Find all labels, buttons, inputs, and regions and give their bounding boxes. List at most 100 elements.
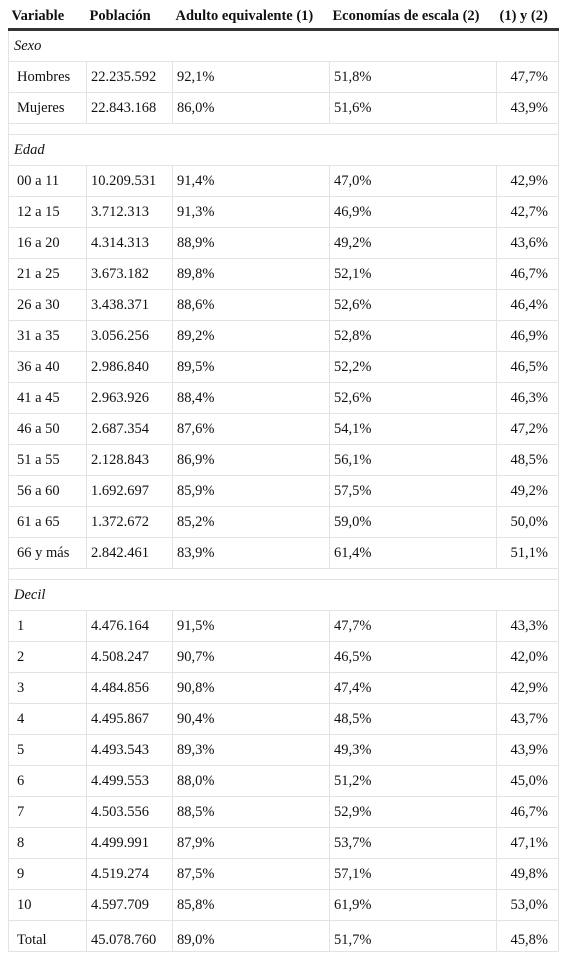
- table-cell: 52,9%: [329, 796, 497, 828]
- data-table: Variable Población Adulto equivalente (1…: [8, 4, 559, 952]
- table-cell: 88,4%: [172, 382, 330, 414]
- table-cell: 42,9%: [496, 672, 559, 704]
- header-poblacion: Población: [86, 4, 173, 31]
- table-cell: 86,0%: [172, 92, 330, 124]
- table-cell: 51,2%: [329, 765, 497, 797]
- table-cell: 53,7%: [329, 827, 497, 859]
- table-cell: 48,5%: [496, 444, 559, 476]
- table-cell: 61 a 65: [8, 506, 87, 538]
- table-cell: 2.128.843: [86, 444, 173, 476]
- table-cell: 85,9%: [172, 475, 330, 507]
- spacer-cell: [8, 123, 559, 135]
- table-cell: 43,9%: [496, 734, 559, 766]
- table-cell: 12 a 15: [8, 196, 87, 228]
- total-cell: Total: [8, 920, 87, 952]
- table-cell: 51,6%: [329, 92, 497, 124]
- table-cell: 88,0%: [172, 765, 330, 797]
- table-cell: 88,9%: [172, 227, 330, 259]
- table-cell: 46,5%: [329, 641, 497, 673]
- table-cell: 59,0%: [329, 506, 497, 538]
- table-cell: 10: [8, 889, 87, 921]
- total-cell: 45.078.760: [86, 920, 173, 952]
- header-economias-de-escala: Economías de escala (2): [329, 4, 497, 31]
- table-cell: 83,9%: [172, 537, 330, 569]
- table-row: 51 a 55 2.128.843 86,9% 56,1% 48,5%: [8, 444, 559, 476]
- table-cell: Mujeres: [8, 92, 87, 124]
- table-cell: 52,6%: [329, 289, 497, 321]
- table-cell: 4.484.856: [86, 672, 173, 704]
- table-row: 61 a 65 1.372.672 85,2% 59,0% 50,0%: [8, 506, 559, 538]
- header-adulto-equivalente: Adulto equivalente (1): [172, 4, 330, 31]
- table-container: Variable Población Adulto equivalente (1…: [8, 4, 559, 952]
- table-cell: 91,5%: [172, 610, 330, 642]
- table-cell: 36 a 40: [8, 351, 87, 383]
- table-cell: 3: [8, 672, 87, 704]
- total-cell: 89,0%: [172, 920, 330, 952]
- table-cell: 91,4%: [172, 165, 330, 197]
- section-header-row: Decil: [8, 579, 559, 611]
- table-cell: 2.687.354: [86, 413, 173, 445]
- table-cell: 47,1%: [496, 827, 559, 859]
- table-cell: 89,5%: [172, 351, 330, 383]
- spacer-row: [8, 568, 559, 580]
- table-cell: 46,5%: [496, 351, 559, 383]
- table-row: 2 4.508.247 90,7% 46,5% 42,0%: [8, 641, 559, 673]
- table-cell: 51,1%: [496, 537, 559, 569]
- table-cell: 4.597.709: [86, 889, 173, 921]
- table-cell: 1: [8, 610, 87, 642]
- table-cell: 46,9%: [329, 196, 497, 228]
- table-cell: 47,7%: [496, 61, 559, 93]
- table-cell: 54,1%: [329, 413, 497, 445]
- table-cell: 31 a 35: [8, 320, 87, 352]
- table-header: Variable Población Adulto equivalente (1…: [8, 4, 559, 31]
- table-cell: 45,0%: [496, 765, 559, 797]
- table-cell: 10.209.531: [86, 165, 173, 197]
- table-row: 21 a 25 3.673.182 89,8% 52,1% 46,7%: [8, 258, 559, 290]
- table-cell: 85,2%: [172, 506, 330, 538]
- table-row: Mujeres 22.843.168 86,0% 51,6% 43,9%: [8, 92, 559, 124]
- table-cell: 2: [8, 641, 87, 673]
- table-cell: 66 y más: [8, 537, 87, 569]
- table-cell: 51,8%: [329, 61, 497, 93]
- table-cell: 47,4%: [329, 672, 497, 704]
- table-cell: 46,7%: [496, 796, 559, 828]
- table-cell: 89,3%: [172, 734, 330, 766]
- table-cell: 5: [8, 734, 87, 766]
- table-cell: 43,9%: [496, 92, 559, 124]
- table-cell: 42,7%: [496, 196, 559, 228]
- table-cell: 89,2%: [172, 320, 330, 352]
- table-cell: 49,2%: [496, 475, 559, 507]
- table-cell: 46,4%: [496, 289, 559, 321]
- table-cell: 4.499.553: [86, 765, 173, 797]
- table-cell: 91,3%: [172, 196, 330, 228]
- table-cell: 4.476.164: [86, 610, 173, 642]
- table-cell: 4.508.247: [86, 641, 173, 673]
- table-row: 66 y más 2.842.461 83,9% 61,4% 51,1%: [8, 537, 559, 569]
- header-combined: (1) y (2): [496, 4, 559, 31]
- table-row: 5 4.493.543 89,3% 49,3% 43,9%: [8, 734, 559, 766]
- table-row: 46 a 50 2.687.354 87,6% 54,1% 47,2%: [8, 413, 559, 445]
- table-cell: 92,1%: [172, 61, 330, 93]
- table-row: 9 4.519.274 87,5% 57,1% 49,8%: [8, 858, 559, 890]
- table-cell: 46,3%: [496, 382, 559, 414]
- table-row: 26 a 30 3.438.371 88,6% 52,6% 46,4%: [8, 289, 559, 321]
- table-cell: 85,8%: [172, 889, 330, 921]
- table-cell: 50,0%: [496, 506, 559, 538]
- table-cell: 4.499.991: [86, 827, 173, 859]
- section-header-row: Sexo: [8, 29, 559, 62]
- table-cell: 4: [8, 703, 87, 735]
- table-cell: 61,4%: [329, 537, 497, 569]
- table-cell: 52,6%: [329, 382, 497, 414]
- table-cell: 90,8%: [172, 672, 330, 704]
- table-cell: 3.712.313: [86, 196, 173, 228]
- table-cell: 7: [8, 796, 87, 828]
- table-cell: 90,7%: [172, 641, 330, 673]
- table-cell: 53,0%: [496, 889, 559, 921]
- table-row: 3 4.484.856 90,8% 47,4% 42,9%: [8, 672, 559, 704]
- table-cell: 43,7%: [496, 703, 559, 735]
- table-row: 4 4.495.867 90,4% 48,5% 43,7%: [8, 703, 559, 735]
- section-title: Sexo: [8, 29, 559, 62]
- table-cell: 8: [8, 827, 87, 859]
- table-row: 36 a 40 2.986.840 89,5% 52,2% 46,5%: [8, 351, 559, 383]
- header-variable: Variable: [8, 4, 87, 31]
